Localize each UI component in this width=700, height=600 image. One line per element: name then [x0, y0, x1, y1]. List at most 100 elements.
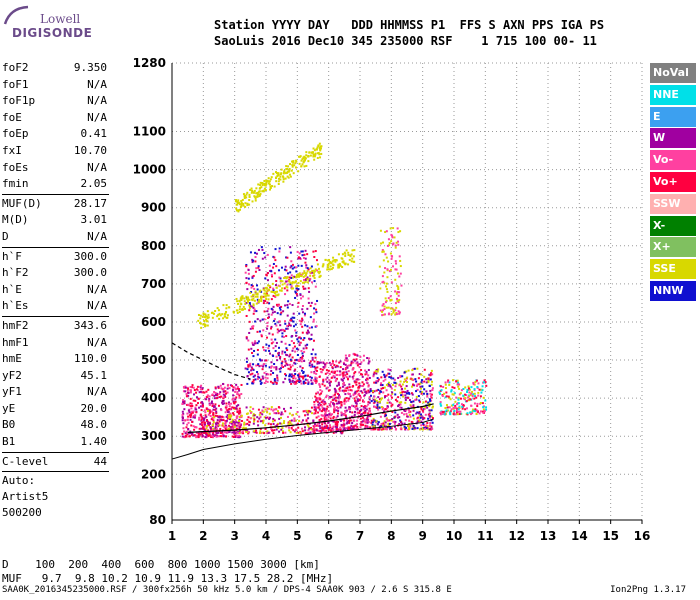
echo-point — [237, 387, 240, 390]
echo-point — [349, 419, 352, 422]
echo-point — [312, 431, 315, 434]
echo-point — [275, 265, 278, 268]
echo-point — [206, 324, 209, 327]
echo-point — [211, 393, 214, 396]
echo-point — [383, 396, 386, 399]
echo-point — [394, 415, 397, 418]
echo-point — [236, 387, 239, 390]
echo-point — [297, 336, 300, 339]
echo-point — [199, 388, 202, 391]
echo-point — [208, 398, 211, 401]
legend-item: X+ — [650, 237, 696, 258]
scaled-parameters-panel: foF2 9.350 foF1 N/A foF1p N/A foE N/A foEp 0.41 fx… — [2, 60, 109, 521]
echo-point — [342, 428, 345, 431]
echo-point — [354, 406, 357, 409]
echo-point — [381, 310, 384, 313]
echo-point — [200, 419, 203, 422]
echo-point — [462, 394, 465, 397]
echo-point — [330, 262, 333, 265]
echo-point — [276, 359, 279, 362]
echo-point — [192, 425, 195, 428]
echo-point — [415, 390, 418, 393]
echo-point — [280, 266, 283, 269]
echo-point — [334, 399, 337, 402]
echo-point — [298, 319, 301, 322]
echo-point — [408, 411, 411, 414]
echo-point — [301, 427, 304, 430]
echo-point — [349, 410, 352, 413]
echo-point — [280, 305, 283, 308]
echo-point — [315, 406, 318, 409]
echo-point — [254, 251, 257, 254]
echo-point — [204, 314, 207, 317]
echo-point — [297, 256, 300, 259]
echo-point — [205, 433, 208, 436]
echo-point — [397, 288, 400, 291]
echo-point — [229, 384, 232, 387]
echo-point — [397, 310, 400, 313]
echo-point — [408, 428, 411, 431]
echo-point — [308, 279, 311, 282]
echo-point — [404, 401, 407, 404]
echo-point — [295, 274, 298, 277]
echo-point — [202, 323, 205, 326]
echo-point — [356, 390, 359, 393]
echo-point — [263, 363, 266, 366]
echo-point — [352, 425, 355, 428]
echo-point — [228, 387, 231, 390]
param-value: N/A — [87, 282, 107, 296]
echo-point — [224, 312, 227, 315]
echo-point — [181, 403, 184, 406]
echo-point — [316, 366, 319, 369]
echo-point — [318, 270, 321, 273]
echo-point — [212, 408, 215, 411]
echo-point — [298, 252, 301, 255]
echo-point — [256, 292, 259, 295]
echo-point — [386, 276, 389, 279]
echo-point — [397, 294, 400, 297]
echo-point — [286, 289, 289, 292]
echo-point — [297, 264, 300, 267]
echo-point — [383, 410, 386, 413]
echo-point — [308, 326, 311, 329]
echo-point — [440, 404, 443, 407]
echo-point — [363, 394, 366, 397]
echo-point — [324, 363, 327, 366]
param-value: 44 — [93, 454, 107, 468]
x-tick-label: 8 — [387, 529, 395, 543]
echo-point — [266, 327, 269, 330]
echo-point — [310, 333, 313, 336]
echo-point — [235, 430, 238, 433]
echo-point — [279, 178, 282, 181]
echo-point — [263, 382, 266, 385]
echo-point — [278, 417, 281, 420]
echo-point — [294, 334, 297, 337]
echo-point — [313, 307, 316, 310]
echo-point — [200, 432, 203, 435]
echo-point — [312, 419, 315, 422]
echo-point — [258, 376, 261, 379]
echo-point — [363, 418, 366, 421]
echo-point — [259, 378, 262, 381]
echo-point — [294, 419, 297, 422]
echo-point — [186, 403, 189, 406]
echo-point — [298, 358, 301, 361]
echo-point — [214, 414, 217, 417]
echo-point — [296, 353, 299, 356]
echo-point — [232, 422, 235, 425]
echo-point — [334, 260, 337, 263]
echo-point — [430, 409, 433, 412]
echo-point — [385, 299, 388, 302]
echo-point — [223, 315, 226, 318]
param-value: 48.0 — [80, 418, 108, 432]
echo-point — [482, 408, 485, 411]
echo-point — [394, 313, 397, 316]
echo-point — [316, 156, 319, 159]
echo-point — [439, 411, 442, 414]
echo-point — [225, 392, 228, 395]
echo-point — [246, 297, 249, 300]
x-tick-label: 6 — [324, 529, 332, 543]
echo-point — [313, 270, 316, 273]
echo-point — [341, 253, 344, 256]
param-row: M(D) 3.01 — [2, 212, 109, 229]
